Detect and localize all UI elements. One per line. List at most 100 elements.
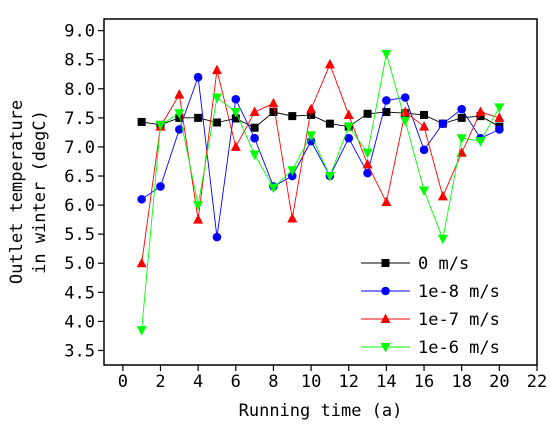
y-axis-label-line-2: in winter (degC): [30, 110, 50, 274]
data-point: [343, 109, 354, 119]
data-point: [287, 166, 298, 176]
data-point: [381, 49, 392, 60]
data-point: [155, 120, 166, 131]
data-point: [419, 121, 430, 131]
data-point: [231, 94, 241, 104]
ticks-layer: 0 2 4 6 8 10 12 14 16 18 20 22 3.5 4.0 4.5 5.0 5.5 6.0 6.5…: [64, 22, 547, 392]
series-1: [137, 72, 504, 242]
data-point: [382, 108, 391, 117]
legend-label: 1e-6 m/s: [418, 338, 500, 358]
x-axis-label: Running time (a): [239, 401, 403, 421]
data-point: [250, 133, 259, 143]
data-point: [306, 103, 317, 114]
data-point: [174, 109, 185, 119]
data-point: [137, 117, 146, 126]
data-point: [438, 119, 448, 128]
x-tick-label: 8: [268, 372, 278, 392]
data-point: [212, 232, 222, 242]
x-tick-label: 6: [231, 372, 241, 392]
x-tick-label: 16: [414, 372, 434, 392]
data-point: [457, 113, 466, 122]
data-point: [193, 201, 204, 211]
y-tick-label: 8.5: [64, 51, 95, 71]
legend-item: 1e-6 m/s: [361, 338, 500, 358]
data-point: [231, 114, 240, 123]
data-point: [476, 112, 485, 121]
data-point: [137, 194, 146, 204]
data-point: [362, 148, 373, 159]
y-tick-label: 6.5: [64, 167, 95, 187]
x-tick-label: 18: [451, 372, 471, 392]
data-point: [249, 150, 260, 160]
x-tick-label: 12: [338, 372, 358, 392]
y-tick-label: 7.5: [64, 109, 95, 129]
y-tick-label: 5.5: [64, 225, 95, 245]
data-point: [287, 212, 298, 223]
legend: 0 m/s 1e-8 m/s 1e-7 m/s 1e-6 m/s: [361, 254, 500, 358]
data-point: [136, 257, 147, 268]
legend-marker: [380, 343, 391, 353]
data-point: [475, 106, 486, 117]
data-point: [456, 147, 467, 157]
series-layer: [136, 49, 505, 336]
x-tick-label: 22: [527, 372, 547, 392]
legend-item: 1e-7 m/s: [361, 310, 500, 330]
y-tick-label: 3.5: [64, 341, 95, 361]
x-tick-label: 20: [489, 372, 509, 392]
data-point: [193, 72, 203, 82]
x-tick-label: 0: [118, 372, 128, 392]
legend-item: 0 m/s: [361, 254, 469, 274]
x-tick-label: 4: [193, 372, 203, 392]
data-point: [495, 125, 504, 134]
data-point: [174, 89, 185, 99]
data-point: [494, 112, 505, 122]
y-tick-label: 5.0: [64, 254, 95, 274]
legend-item: 1e-8 m/s: [361, 282, 500, 302]
series-line: [141, 76, 500, 238]
data-point: [420, 110, 429, 119]
data-point: [494, 103, 505, 113]
x-tick-label: 2: [155, 372, 165, 392]
data-point: [362, 158, 373, 169]
data-point: [249, 106, 260, 117]
legend-label: 1e-7 m/s: [418, 310, 500, 330]
data-point: [343, 122, 354, 133]
data-point: [175, 125, 184, 134]
legend-label: 0 m/s: [418, 254, 469, 274]
series-2: [136, 58, 505, 268]
data-point: [363, 168, 372, 178]
legend-marker: [381, 259, 390, 267]
data-point: [288, 112, 297, 121]
data-point: [400, 116, 411, 127]
y-tick-label: 9.0: [64, 22, 95, 42]
y-tick-label: 4.5: [64, 283, 95, 303]
data-point: [400, 106, 411, 117]
legend-label: 1e-8 m/s: [418, 282, 500, 302]
data-point: [306, 131, 317, 141]
data-point: [344, 133, 354, 143]
data-point: [324, 172, 335, 182]
data-point: [307, 110, 316, 119]
y-tick-label: 8.0: [64, 80, 95, 100]
y-tick-label: 7.0: [64, 138, 95, 158]
data-point: [381, 196, 392, 207]
data-point: [250, 123, 259, 132]
data-point: [456, 134, 467, 144]
data-point: [475, 137, 486, 147]
data-point: [457, 104, 466, 114]
legend-marker: [381, 286, 390, 296]
data-point: [230, 141, 241, 151]
series-line: [141, 53, 500, 331]
data-point: [268, 183, 279, 194]
data-point: [325, 119, 334, 128]
data-point: [400, 93, 410, 102]
data-point: [419, 186, 430, 197]
x-tick-label: 14: [376, 372, 396, 392]
data-point: [212, 118, 221, 127]
series-3: [136, 49, 505, 336]
data-point: [230, 108, 241, 118]
data-point: [382, 96, 391, 105]
data-point: [211, 64, 222, 75]
data-point: [211, 93, 222, 104]
legend-marker: [380, 313, 391, 323]
